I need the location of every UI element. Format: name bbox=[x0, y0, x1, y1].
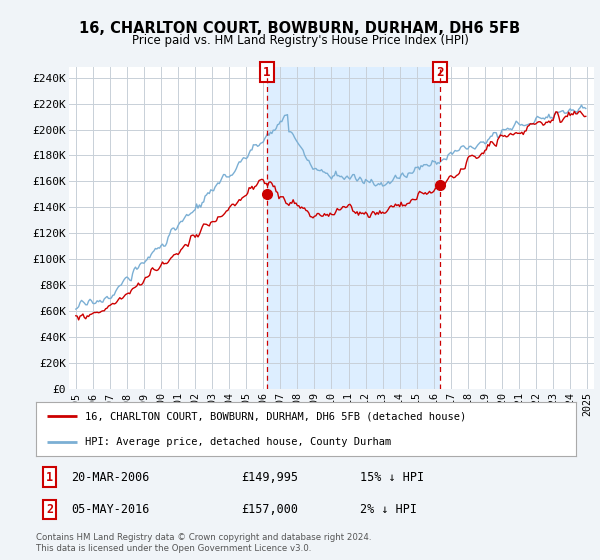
Text: 1: 1 bbox=[46, 471, 53, 484]
Text: Contains HM Land Registry data © Crown copyright and database right 2024.
This d: Contains HM Land Registry data © Crown c… bbox=[36, 533, 371, 553]
Text: £149,995: £149,995 bbox=[241, 471, 298, 484]
Text: £157,000: £157,000 bbox=[241, 503, 298, 516]
Bar bbox=[267, 67, 440, 389]
Text: 05-MAY-2016: 05-MAY-2016 bbox=[71, 503, 149, 516]
Text: 1: 1 bbox=[263, 66, 271, 79]
Text: Price paid vs. HM Land Registry's House Price Index (HPI): Price paid vs. HM Land Registry's House … bbox=[131, 34, 469, 46]
Text: 2: 2 bbox=[46, 503, 53, 516]
Text: 16, CHARLTON COURT, BOWBURN, DURHAM, DH6 5FB (detached house): 16, CHARLTON COURT, BOWBURN, DURHAM, DH6… bbox=[85, 412, 466, 421]
Text: 16, CHARLTON COURT, BOWBURN, DURHAM, DH6 5FB: 16, CHARLTON COURT, BOWBURN, DURHAM, DH6… bbox=[79, 21, 521, 36]
Text: 20-MAR-2006: 20-MAR-2006 bbox=[71, 471, 149, 484]
Text: 2: 2 bbox=[436, 66, 444, 79]
Text: 2% ↓ HPI: 2% ↓ HPI bbox=[360, 503, 417, 516]
Text: HPI: Average price, detached house, County Durham: HPI: Average price, detached house, Coun… bbox=[85, 437, 391, 446]
Text: 15% ↓ HPI: 15% ↓ HPI bbox=[360, 471, 424, 484]
